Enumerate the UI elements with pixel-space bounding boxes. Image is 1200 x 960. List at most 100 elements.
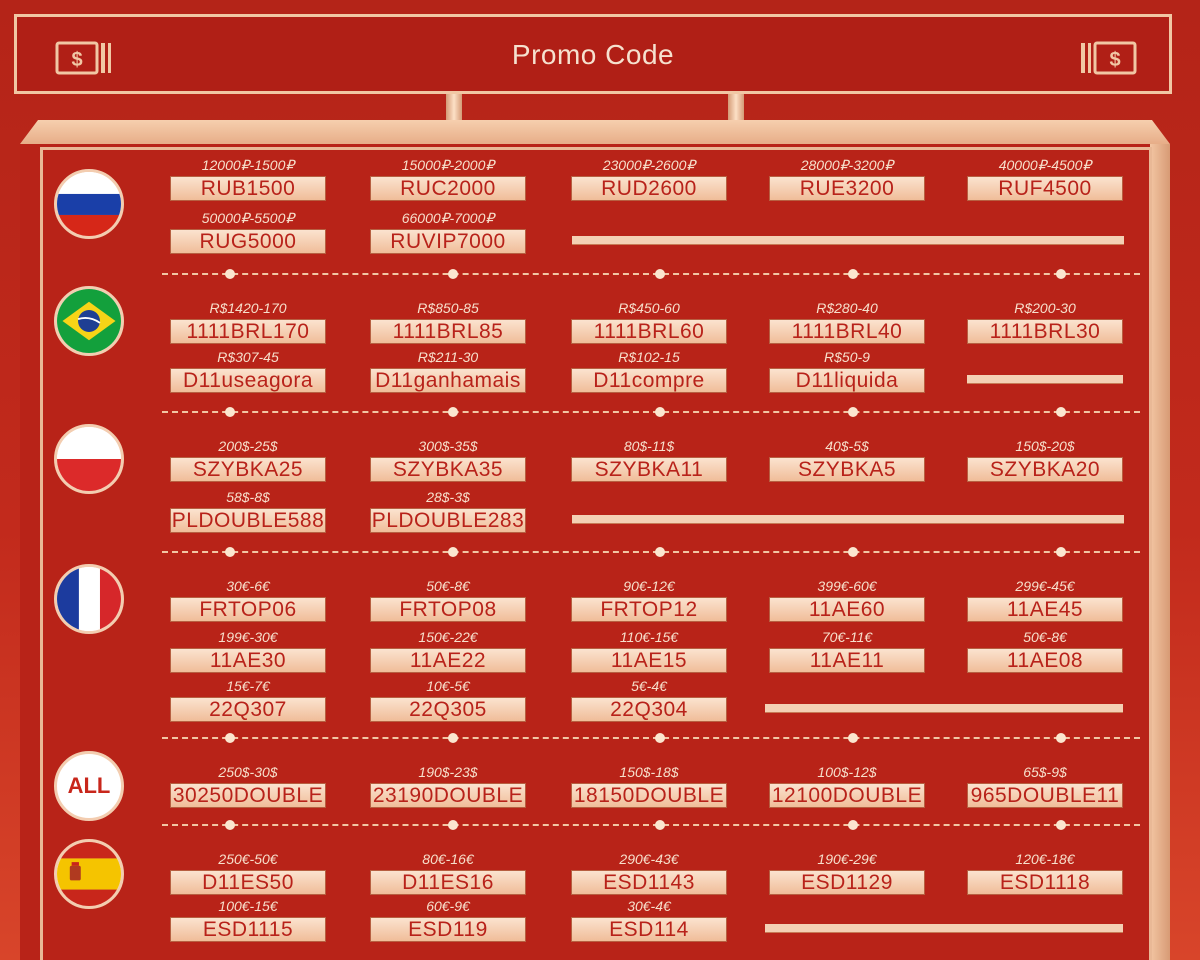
promo-condition: 50€-8€ (426, 578, 470, 594)
promo-condition: 66000₽-7000₽ (401, 210, 495, 226)
promo-code-button[interactable]: D11ganhamais (370, 368, 526, 393)
promo-condition: 100€-15€ (218, 898, 278, 914)
promo-code-button[interactable]: ESD1129 (769, 870, 925, 895)
promo-code-button[interactable]: 965DOUBLE11 (967, 783, 1123, 808)
promo-condition: 190€-29€ (817, 851, 877, 867)
promo-condition: 15€-7€ (226, 678, 270, 694)
promo-code-button[interactable]: 23190DOUBLE (370, 783, 526, 808)
promo-code-button[interactable]: SZYBKA35 (370, 457, 526, 482)
promo-code-button[interactable]: RUE3200 (769, 176, 925, 201)
promo-code-button[interactable]: D11ES16 (370, 870, 526, 895)
separator-dot (848, 733, 858, 743)
promo-code-button[interactable]: ESD1118 (967, 870, 1123, 895)
promo-code-button[interactable]: 22Q307 (170, 697, 326, 722)
promo-condition: 150€-22€ (418, 629, 478, 645)
promo-code-button[interactable]: 11AE60 (769, 597, 925, 622)
promo-code-button[interactable]: 11AE22 (370, 648, 526, 673)
promo-code-button[interactable]: 30250DOUBLE (170, 783, 326, 808)
coupon-ticket-icon: $ (55, 41, 111, 75)
promo-code-button[interactable]: SZYBKA5 (769, 457, 925, 482)
promo-condition: 200$-25$ (218, 438, 278, 454)
promo-code-button[interactable]: 11AE30 (170, 648, 326, 673)
promo-code-button[interactable]: ESD114 (571, 917, 727, 942)
promo-condition: 300$-35$ (418, 438, 478, 454)
promo-code-button[interactable]: SZYBKA25 (170, 457, 326, 482)
promo-condition: 10€-5€ (426, 678, 470, 694)
promo-condition: 15000₽-2000₽ (401, 157, 495, 173)
promo-code-button[interactable]: ESD1115 (170, 917, 326, 942)
promo-code-button[interactable]: FRTOP08 (370, 597, 526, 622)
promo-code-button[interactable]: 18150DOUBLE (571, 783, 727, 808)
promo-condition: R$307-45 (217, 349, 279, 365)
promo-condition: 23000₽-2600₽ (602, 157, 696, 173)
poland-flag-icon (54, 424, 124, 494)
promo-code-button[interactable]: D11liquida (769, 368, 925, 393)
section-separator (162, 411, 1140, 413)
promo-condition: 399€-60€ (817, 578, 877, 594)
separator-dot (655, 547, 665, 557)
promo-code-button[interactable]: PLDOUBLE283 (370, 508, 526, 533)
section-separator (162, 737, 1140, 739)
promo-code-button[interactable]: D11ES50 (170, 870, 326, 895)
promo-condition: 190$-23$ (418, 764, 478, 780)
board-side-edge (1150, 144, 1170, 960)
separator-dot (225, 820, 235, 830)
promo-condition: 40000₽-4500₽ (998, 157, 1092, 173)
promo-condition: 199€-30€ (218, 629, 278, 645)
promo-code-button[interactable]: 22Q305 (370, 697, 526, 722)
promo-condition: 70€-11€ (821, 629, 873, 645)
promo-code-button[interactable]: 1111BRL60 (571, 319, 727, 344)
promo-code-button[interactable]: 1111BRL85 (370, 319, 526, 344)
promo-code-button[interactable]: D11useagora (170, 368, 326, 393)
promo-code-button[interactable]: 22Q304 (571, 697, 727, 722)
promo-code-button[interactable]: 11AE08 (967, 648, 1123, 673)
separator-dot (225, 733, 235, 743)
separator-dot (448, 269, 458, 279)
promo-code-button[interactable]: SZYBKA11 (571, 457, 727, 482)
promo-code-button[interactable]: 1111BRL40 (769, 319, 925, 344)
promo-condition: 150$-18$ (619, 764, 679, 780)
promo-code-button[interactable]: ESD119 (370, 917, 526, 942)
promo-code-button[interactable]: RUVIP7000 (370, 229, 526, 254)
promo-code-button[interactable]: SZYBKA20 (967, 457, 1123, 482)
all-countries-badge: ALL (54, 751, 124, 821)
separator-dot (448, 407, 458, 417)
separator-dot (1056, 407, 1066, 417)
spain-flag-icon (54, 839, 124, 909)
promo-condition: 110€-15€ (619, 629, 679, 645)
promo-code-button[interactable]: PLDOUBLE588 (170, 508, 326, 533)
promo-condition: 65$-9$ (1023, 764, 1067, 780)
promo-code-button[interactable]: 11AE45 (967, 597, 1123, 622)
promo-code-button[interactable]: 12100DOUBLE (769, 783, 925, 808)
promo-code-button[interactable]: FRTOP12 (571, 597, 727, 622)
promo-condition: 60€-9€ (426, 898, 470, 914)
separator-dot (1056, 733, 1066, 743)
promo-code-button[interactable]: D11compre (571, 368, 727, 393)
separator-dot (225, 547, 235, 557)
promo-condition: 28000₽-3200₽ (800, 157, 894, 173)
promo-code-button[interactable]: RUC2000 (370, 176, 526, 201)
promo-code-button[interactable]: ESD1143 (571, 870, 727, 895)
promo-code-button[interactable]: 11AE11 (769, 648, 925, 673)
promo-code-button[interactable]: RUB1500 (170, 176, 326, 201)
board-frame (40, 147, 1152, 960)
promo-code-button[interactable]: 1111BRL170 (170, 319, 326, 344)
promo-code-button[interactable]: FRTOP06 (170, 597, 326, 622)
promo-code-button[interactable]: 1111BRL30 (967, 319, 1123, 344)
promo-code-button[interactable]: 11AE15 (571, 648, 727, 673)
promo-code-button[interactable]: RUF4500 (967, 176, 1123, 201)
separator-dot (448, 820, 458, 830)
hanging-post (446, 94, 462, 124)
dollar-symbol: $ (1109, 49, 1120, 71)
promo-condition: 250$-30$ (218, 764, 278, 780)
promo-condition: 90€-12€ (623, 578, 675, 594)
promo-code-button[interactable]: RUD2600 (571, 176, 727, 201)
promo-condition: 28$-3$ (426, 489, 470, 505)
russia-flag-icon (54, 169, 124, 239)
promo-code-button[interactable]: RUG5000 (170, 229, 326, 254)
separator-dot (848, 269, 858, 279)
france-flag-icon (54, 564, 124, 634)
separator-dot (655, 269, 665, 279)
promo-condition: 30€-6€ (226, 578, 270, 594)
promo-condition: R$102-15 (618, 349, 680, 365)
